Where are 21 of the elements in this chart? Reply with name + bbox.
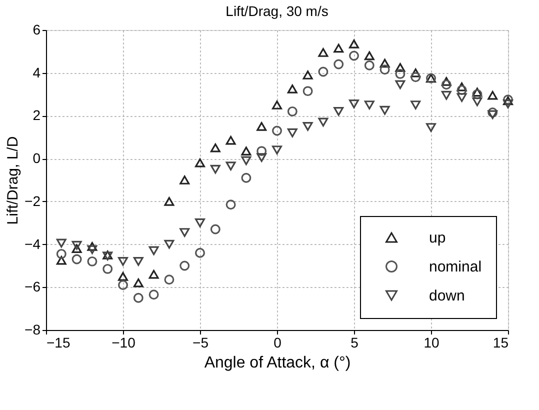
chart-title: Lift/Drag, 30 m/s [226, 3, 328, 19]
legend-label: up [429, 230, 446, 246]
y-tick-label: −8 [24, 322, 41, 338]
x-tick-label: −15 [46, 334, 70, 350]
x-tick-label: 15 [492, 334, 509, 350]
y-tick-label: −4 [24, 236, 41, 252]
x-tick-label: 0 [274, 334, 282, 350]
legend-label: nominal [429, 258, 482, 276]
y-tick-label: 2 [32, 107, 41, 124]
y-tick-label: 6 [32, 22, 41, 38]
x-axis-title: Angle of Attack, α (°) [204, 354, 351, 372]
x-tick-label: 10 [424, 334, 440, 350]
legend-label: down [429, 288, 465, 304]
y-tick-label: −6 [24, 278, 41, 295]
x-tick-label: −5 [192, 334, 209, 350]
y-tick-label: 4 [32, 64, 41, 80]
x-tick-label: 5 [350, 334, 359, 350]
y-axis-title: Lift/Drag, L/D [4, 136, 22, 225]
y-tick-label: −2 [24, 192, 41, 209]
x-tick-label: −10 [112, 334, 136, 350]
y-tick-label: 0 [32, 150, 41, 166]
